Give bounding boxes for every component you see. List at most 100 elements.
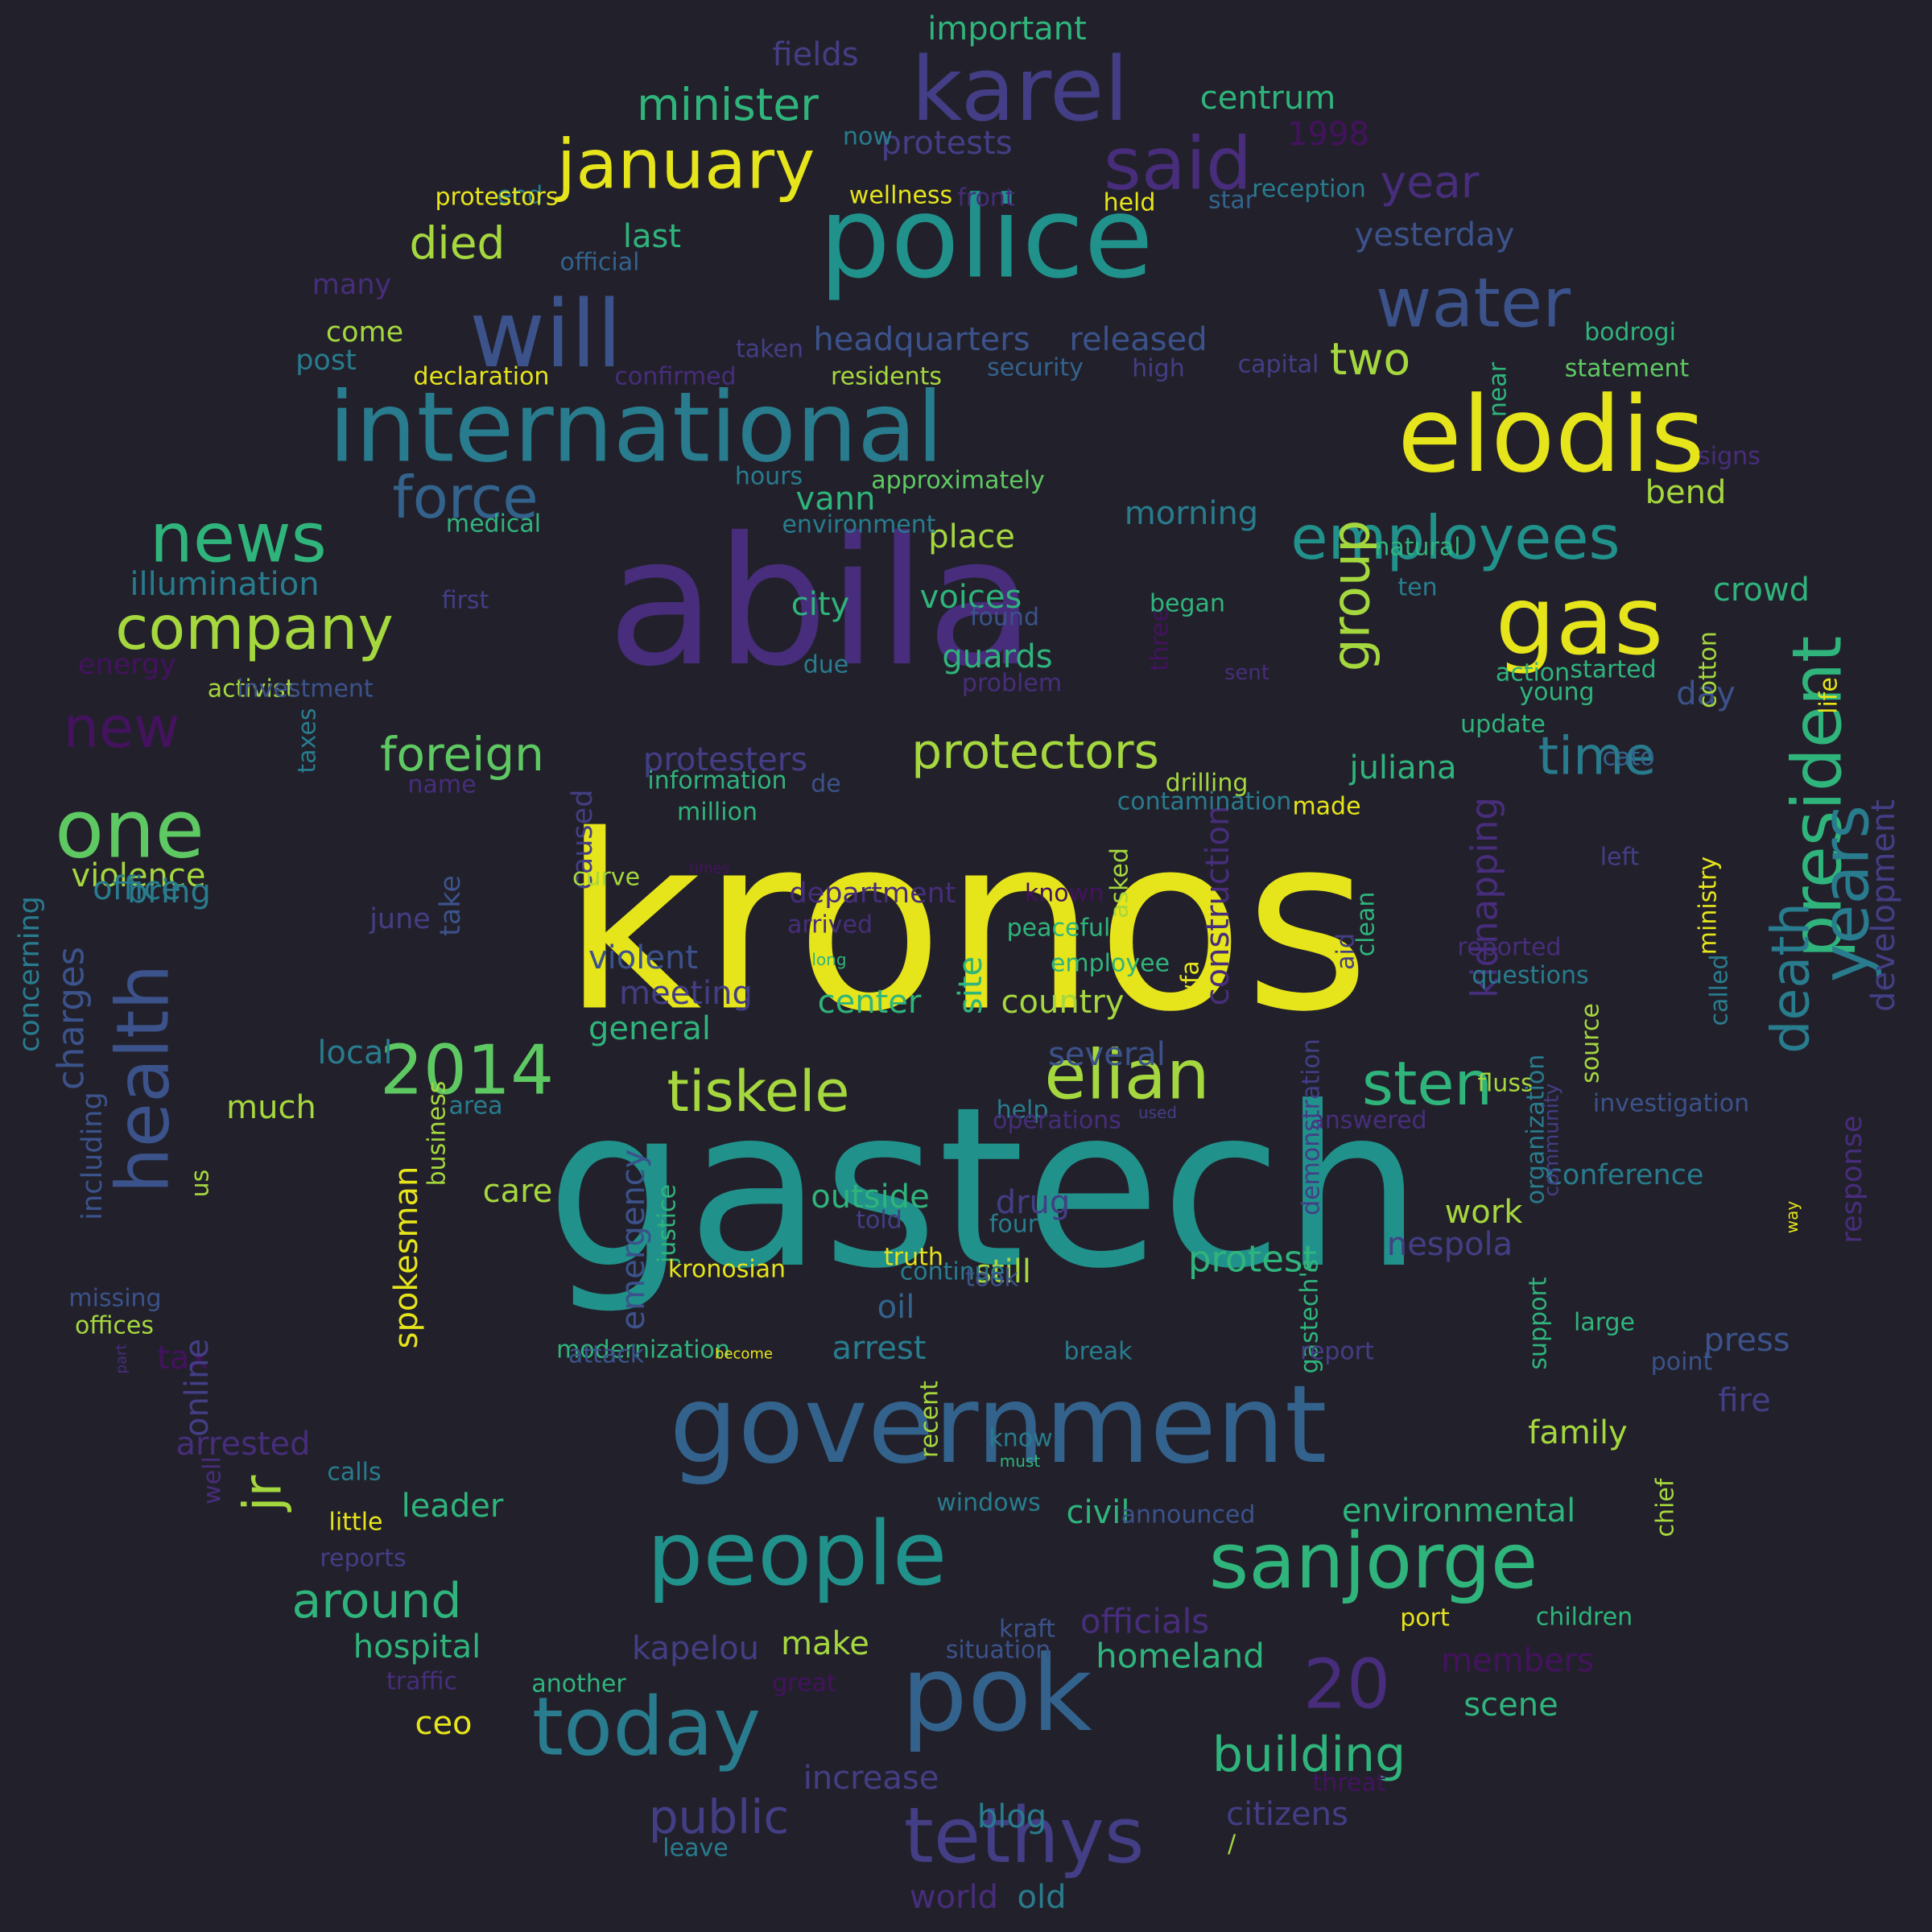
cloud-word: chief [1652,1477,1680,1537]
cloud-word: known [1025,880,1104,908]
cloud-word: kronos [562,784,1370,1065]
cloud-word: two [1330,333,1410,385]
cloud-word: name [407,771,476,799]
cloud-word: found [970,604,1039,632]
cloud-word: january [555,126,815,205]
cloud-word: headquarters [813,321,1030,358]
cloud-word: announced [1121,1501,1256,1530]
cloud-word: oil [877,1289,915,1326]
cloud-word: protestors [435,184,558,212]
cloud-word: demonstration [1298,1038,1326,1216]
cloud-word: protest [1188,1238,1317,1281]
cloud-word: time [1538,727,1657,787]
cloud-word: action [1496,659,1570,687]
cloud-word: 2014 [380,1031,554,1111]
cloud-word: reports [320,1545,406,1573]
cloud-word: taken [736,336,803,364]
cloud-word: tax [157,1340,208,1377]
cloud-word: justice [654,1184,682,1264]
cloud-word: place [928,518,1015,555]
cloud-word: government [670,1362,1327,1488]
cloud-word: concerning [14,896,46,1052]
cloud-word: arrested [176,1426,311,1463]
cloud-word: police [819,173,1153,304]
cloud-word: violence [72,857,206,894]
cloud-word: due [803,651,849,679]
cloud-word: ministry [1695,857,1723,955]
cloud-word: voices [920,579,1022,616]
cloud-word: year [1381,156,1480,208]
cloud-word: curve [572,864,640,892]
cloud-word: employees [1290,502,1620,573]
cloud-word: sten [1362,1048,1492,1119]
cloud-word: update [1460,711,1546,739]
cloud-word: president [1778,636,1858,959]
cloud-word: great [772,1670,836,1698]
cloud-word: windows [936,1489,1040,1517]
cloud-word: tiskele [667,1059,850,1125]
cloud-word: energy [78,649,176,681]
cloud-word: four [989,1211,1038,1239]
cloud-word: break [1064,1338,1133,1366]
cloud-word: care [483,1173,553,1210]
cloud-word: community [1540,1083,1563,1196]
cloud-word: security [987,354,1084,382]
cloud-word: residents [831,363,942,391]
cloud-word: vann [796,481,876,518]
cloud-word: area [449,1092,503,1121]
cloud-word: long [811,950,846,969]
cloud-word: end [497,182,543,210]
cloud-word: health [101,964,186,1194]
cloud-word: life [1815,677,1843,714]
cloud-word: sent [1224,661,1269,685]
cloud-word: leave [663,1835,728,1863]
cloud-word: million [677,799,758,827]
cloud-word: attack [568,1341,645,1369]
cloud-word: us [187,1170,215,1198]
cloud-word: elian [1044,1036,1210,1116]
cloud-word: local [317,1034,392,1071]
cloud-word: homeland [1096,1637,1265,1676]
cloud-word: bend [1645,474,1727,511]
cloud-word: signs [1698,443,1761,471]
cloud-word: hospital [353,1629,481,1666]
cloud-word: activist [208,675,295,704]
cloud-word: elodis [1397,374,1705,496]
cloud-word: approximately [871,467,1045,495]
cloud-word: online [179,1339,216,1437]
cloud-word: response [1836,1116,1868,1244]
cloud-word: june [369,903,431,935]
cloud-word: crowd [1713,572,1810,609]
cloud-word: will [469,281,622,389]
cloud-word: kronosian [668,1256,786,1284]
cloud-word: left [1600,844,1640,872]
cloud-word: conference [1547,1159,1704,1191]
cloud-word: make [781,1625,869,1662]
cloud-word: much [226,1089,316,1126]
cloud-word: cato [1603,744,1655,772]
cloud-word: today [532,1680,761,1774]
cloud-word: traffic [386,1668,457,1696]
cloud-word: old [1018,1879,1067,1916]
cloud-word: new [64,695,180,761]
cloud-word: construction [1199,806,1236,1006]
cloud-word: last [623,218,681,255]
cloud-word: took [965,1265,1018,1293]
cloud-word: employee [1051,950,1170,978]
cloud-word: investment [237,675,374,704]
cloud-word: organization [1522,1055,1550,1205]
cloud-word: help [997,1096,1049,1125]
cloud-word: blog [977,1798,1046,1835]
cloud-word: information [647,767,786,795]
cloud-word: continue [900,1258,1005,1286]
cloud-word: violent [588,939,698,976]
cloud-word: minister [637,79,819,130]
cloud-word: times [689,861,729,877]
cloud-word: star [1208,187,1256,215]
cloud-word: come [326,316,403,349]
cloud-word: 1998 [1287,116,1369,153]
cloud-word: members [1441,1642,1594,1679]
cloud-word: many [312,269,391,301]
cloud-word: / [1228,1831,1236,1859]
cloud-word: offices [75,1312,154,1340]
